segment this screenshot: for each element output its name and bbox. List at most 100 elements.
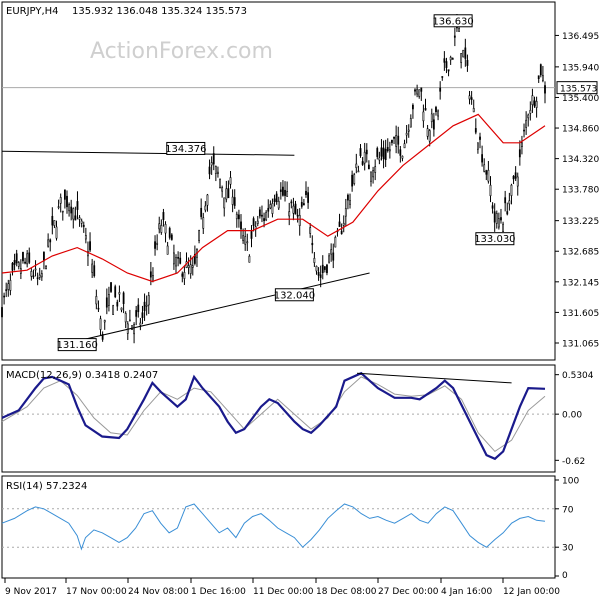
candle-body [533,100,536,107]
candle-body [391,139,393,143]
candle-body [105,297,108,308]
price-annotation-box [166,141,206,155]
candle-body [437,110,439,117]
candle-body [284,189,286,196]
macd-tick-label: -0.62 [562,457,585,467]
candle-body [261,214,263,217]
candle-body [43,252,45,262]
candle-body [326,264,328,274]
candle-body [382,147,385,160]
candle-body [422,111,425,122]
candle-body [365,149,368,155]
price-tick-label: 133.225 [562,217,599,227]
candle-body [323,266,326,270]
rsi-line [1,503,546,551]
candle-body [202,217,205,229]
candle-body [311,242,314,246]
candle-body [11,262,14,271]
candle-body [409,118,412,128]
price-tick-label: 135.940 [562,63,599,73]
candle-body [372,170,374,178]
candle-body [206,194,209,206]
candle-body [453,35,456,38]
candle-body [271,203,274,214]
candle-body [315,265,318,272]
macd-line [1,371,546,461]
candle-body [355,163,358,169]
candle-body [420,87,423,92]
price-annotation-label: 132.040 [274,290,315,301]
candle-body [91,263,94,273]
candle-body [70,206,73,214]
candle-body [357,170,360,173]
price-panel-frame [1,1,556,361]
candle-body [458,28,460,32]
candle-body [273,198,276,203]
candle-body [495,213,498,224]
candle-body [332,252,335,261]
candle-body [460,53,463,63]
candle-body [313,257,316,263]
price-annotation-label: 136.630 [432,16,473,27]
candle-body [193,253,196,264]
candle-body [108,294,110,306]
candle-body [338,221,341,227]
x-tick-label: 9 Nov 2017 [5,587,57,597]
candle-body [5,289,8,291]
candle-body [84,234,87,240]
candle-body [432,119,435,130]
candle-body [118,292,121,295]
candle-body [367,164,370,170]
candle-body [529,109,532,114]
x-tick-label: 4 Jan 16:00 [441,587,493,597]
candle-body [240,221,242,230]
candle-body [1,307,3,318]
x-tick-label: 24 Nov 08:00 [128,587,189,597]
candle-body [63,189,66,200]
candle-body [82,224,85,227]
candle-body [200,207,203,217]
candle-body [250,231,253,239]
candle-body [258,209,261,217]
candle-body [15,253,18,264]
candle-body [175,257,177,267]
candle-body [282,186,284,196]
candle-body [407,129,410,132]
candle-body [89,241,91,251]
macd-tick-label: 0.5304 [562,371,594,381]
price-annotation-label: 131.160 [57,340,98,351]
symbol-label: EURJPY,H4 [6,6,59,17]
candle-body [265,211,268,221]
candle-body [225,188,228,200]
candle-body [189,264,192,274]
candle-body [347,194,349,201]
candle-body [518,149,521,158]
candle-body [147,295,150,306]
candle-body [166,245,169,255]
candle-body [468,95,471,100]
macd-panel-frame [1,364,556,473]
candle-body [164,224,167,234]
candle-body [497,218,500,228]
candle-body [535,101,538,108]
price-annotation-box [57,338,97,352]
candle-body [449,57,452,61]
candle-body [47,239,50,247]
candle-body [388,149,391,152]
candle-body [13,260,16,265]
candle-body [451,58,454,60]
rsi-tick-label: 100 [562,477,579,487]
candle-body [481,154,484,163]
candle-body [112,305,115,315]
macd-layer: 0.5304 0.00 -0.62 [1,371,594,467]
candle-body [426,128,429,137]
candle-body [353,174,356,184]
candle-body [361,161,364,165]
candle-body [53,220,56,226]
price-annotation-box [274,288,314,302]
candle-body [441,76,444,78]
candle-body [156,242,159,245]
candle-body [110,282,112,292]
candle-body [17,262,20,267]
